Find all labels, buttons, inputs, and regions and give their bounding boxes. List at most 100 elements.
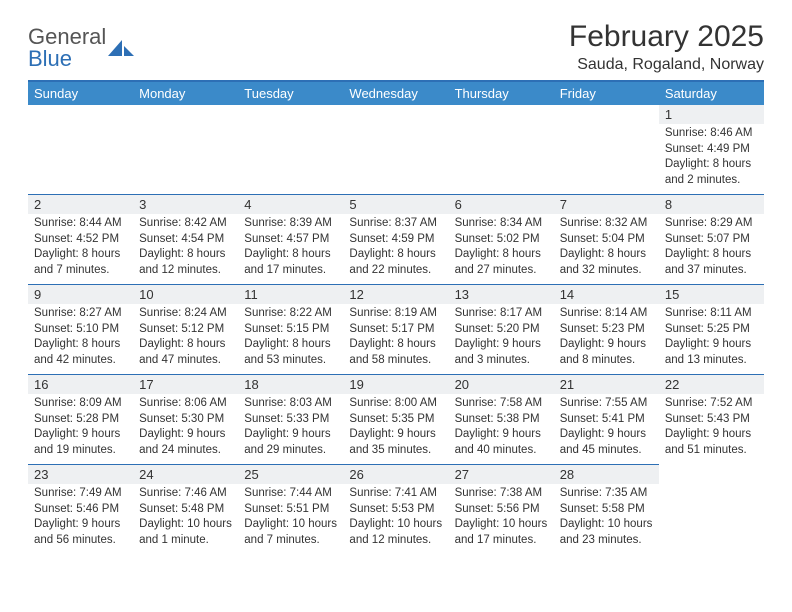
logo-sail-icon <box>108 38 134 58</box>
day-info: Sunrise: 8:11 AMSunset: 5:25 PMDaylight:… <box>665 306 758 368</box>
weekday-label: Wednesday <box>343 82 448 105</box>
day-info: Sunrise: 8:29 AMSunset: 5:07 PMDaylight:… <box>665 216 758 278</box>
day-cell: 28 Sunrise: 7:35 AMSunset: 5:58 PMDayligh… <box>554 464 659 554</box>
day-cell: 20 Sunrise: 7:58 AMSunset: 5:38 PMDayligh… <box>449 374 554 464</box>
day-cell: 9Sunrise: 8:27 AMSunset: 5:10 PMDaylight… <box>28 284 133 374</box>
day-info: Sunrise: 8:22 AMSunset: 5:15 PMDaylight:… <box>244 306 337 368</box>
weekday-label: Monday <box>133 82 238 105</box>
day-info: Sunrise: 8:00 AMSunset: 5:35 PMDaylight:… <box>349 396 442 458</box>
day-cell: 3 Sunrise: 8:42 AMSunset: 4:54 PMDaylight… <box>133 194 238 284</box>
day-cell: 7 Sunrise: 8:32 AMSunset: 5:04 PMDaylight… <box>554 194 659 284</box>
weekday-label: Saturday <box>659 82 764 105</box>
day-cell: 5Sunrise: 8:37 AMSunset: 4:59 PMDaylight… <box>343 194 448 284</box>
day-number: 6 <box>449 195 554 214</box>
day-info: Sunrise: 7:58 AMSunset: 5:38 PMDaylight:… <box>455 396 548 458</box>
day-info: Sunrise: 8:44 AMSunset: 4:52 PMDaylight:… <box>34 216 127 278</box>
day-info: Sunrise: 8:32 AMSunset: 5:04 PMDaylight:… <box>560 216 653 278</box>
logo-text: General Blue <box>28 26 106 70</box>
day-info: Sunrise: 8:27 AMSunset: 5:10 PMDaylight:… <box>34 306 127 368</box>
title-block: February 2025 Sauda, Rogaland, Norway <box>569 20 764 74</box>
weekday-label: Tuesday <box>238 82 343 105</box>
day-info: Sunrise: 8:19 AMSunset: 5:17 PMDaylight:… <box>349 306 442 368</box>
day-number: 24 <box>133 465 238 484</box>
day-info: Sunrise: 8:42 AMSunset: 4:54 PMDaylight:… <box>139 216 232 278</box>
day-number: 22 <box>659 375 764 394</box>
day-number: 15 <box>659 285 764 304</box>
logo-word2: Blue <box>28 46 72 71</box>
day-cell: 1Sunrise: 8:46 AMSunset: 4:49 PMDaylight… <box>659 105 764 194</box>
day-number: 1 <box>659 105 764 124</box>
day-cell: 19 Sunrise: 8:00 AMSunset: 5:35 PMDayligh… <box>343 374 448 464</box>
day-number: 10 <box>133 285 238 304</box>
day-cell: 23 Sunrise: 7:49 AMSunset: 5:46 PMDayligh… <box>28 464 133 554</box>
day-info: Sunrise: 7:44 AMSunset: 5:51 PMDaylight:… <box>244 486 337 548</box>
day-number: 2 <box>28 195 133 214</box>
day-cell: 6 Sunrise: 8:34 AMSunset: 5:02 PMDaylight… <box>449 194 554 284</box>
day-number: 28 <box>554 465 659 484</box>
day-cell: 15 Sunrise: 8:11 AMSunset: 5:25 PMDayligh… <box>659 284 764 374</box>
location: Sauda, Rogaland, Norway <box>569 56 764 74</box>
empty-cell <box>238 105 343 194</box>
day-cell: 11 Sunrise: 8:22 AMSunset: 5:15 PMDayligh… <box>238 284 343 374</box>
day-info: Sunrise: 7:41 AMSunset: 5:53 PMDaylight:… <box>349 486 442 548</box>
day-cell: 14 Sunrise: 8:14 AMSunset: 5:23 PMDayligh… <box>554 284 659 374</box>
day-number: 27 <box>449 465 554 484</box>
day-cell: 22 Sunrise: 7:52 AMSunset: 5:43 PMDayligh… <box>659 374 764 464</box>
day-number: 11 <box>238 285 343 304</box>
month-title: February 2025 <box>569 20 764 54</box>
day-number: 20 <box>449 375 554 394</box>
empty-cell <box>343 105 448 194</box>
empty-cell <box>28 105 133 194</box>
calendar-grid: 1Sunrise: 8:46 AMSunset: 4:49 PMDaylight… <box>28 105 764 554</box>
day-info: Sunrise: 7:35 AMSunset: 5:58 PMDaylight:… <box>560 486 653 548</box>
day-info: Sunrise: 7:52 AMSunset: 5:43 PMDaylight:… <box>665 396 758 458</box>
day-number: 25 <box>238 465 343 484</box>
day-cell: 27 Sunrise: 7:38 AMSunset: 5:56 PMDayligh… <box>449 464 554 554</box>
day-info: Sunrise: 8:37 AMSunset: 4:59 PMDaylight:… <box>349 216 442 278</box>
day-number: 14 <box>554 285 659 304</box>
day-cell: 25 Sunrise: 7:44 AMSunset: 5:51 PMDayligh… <box>238 464 343 554</box>
weekday-header: SundayMondayTuesdayWednesdayThursdayFrid… <box>28 82 764 105</box>
day-number: 18 <box>238 375 343 394</box>
day-cell: 2 Sunrise: 8:44 AMSunset: 4:52 PMDaylight… <box>28 194 133 284</box>
day-number: 17 <box>133 375 238 394</box>
day-cell: 4 Sunrise: 8:39 AMSunset: 4:57 PMDaylight… <box>238 194 343 284</box>
day-info: Sunrise: 8:39 AMSunset: 4:57 PMDaylight:… <box>244 216 337 278</box>
day-cell: 12 Sunrise: 8:19 AMSunset: 5:17 PMDayligh… <box>343 284 448 374</box>
day-cell: 18 Sunrise: 8:03 AMSunset: 5:33 PMDayligh… <box>238 374 343 464</box>
day-number: 26 <box>343 465 448 484</box>
day-info: Sunrise: 7:38 AMSunset: 5:56 PMDaylight:… <box>455 486 548 548</box>
day-info: Sunrise: 8:17 AMSunset: 5:20 PMDaylight:… <box>455 306 548 368</box>
day-number: 21 <box>554 375 659 394</box>
empty-cell <box>554 105 659 194</box>
day-info: Sunrise: 7:49 AMSunset: 5:46 PMDaylight:… <box>34 486 127 548</box>
day-cell: 24 Sunrise: 7:46 AMSunset: 5:48 PMDayligh… <box>133 464 238 554</box>
day-info: Sunrise: 8:14 AMSunset: 5:23 PMDaylight:… <box>560 306 653 368</box>
day-info: Sunrise: 7:55 AMSunset: 5:41 PMDaylight:… <box>560 396 653 458</box>
day-cell: 10 Sunrise: 8:24 AMSunset: 5:12 PMDayligh… <box>133 284 238 374</box>
day-info: Sunrise: 7:46 AMSunset: 5:48 PMDaylight:… <box>139 486 232 548</box>
day-number: 19 <box>343 375 448 394</box>
logo: General Blue <box>28 26 134 70</box>
day-cell: 26 Sunrise: 7:41 AMSunset: 5:53 PMDayligh… <box>343 464 448 554</box>
day-info: Sunrise: 8:09 AMSunset: 5:28 PMDaylight:… <box>34 396 127 458</box>
day-number: 8 <box>659 195 764 214</box>
empty-cell <box>133 105 238 194</box>
day-number: 4 <box>238 195 343 214</box>
day-cell: 8 Sunrise: 8:29 AMSunset: 5:07 PMDaylight… <box>659 194 764 284</box>
day-info: Sunrise: 8:06 AMSunset: 5:30 PMDaylight:… <box>139 396 232 458</box>
weekday-label: Thursday <box>449 82 554 105</box>
header: General Blue February 2025 Sauda, Rogala… <box>28 20 764 74</box>
day-number: 16 <box>28 375 133 394</box>
day-cell: 13Sunrise: 8:17 AMSunset: 5:20 PMDayligh… <box>449 284 554 374</box>
day-number: 7 <box>554 195 659 214</box>
day-info: Sunrise: 8:24 AMSunset: 5:12 PMDaylight:… <box>139 306 232 368</box>
day-cell: 21 Sunrise: 7:55 AMSunset: 5:41 PMDayligh… <box>554 374 659 464</box>
day-cell: 16 Sunrise: 8:09 AMSunset: 5:28 PMDayligh… <box>28 374 133 464</box>
day-info: Sunrise: 8:34 AMSunset: 5:02 PMDaylight:… <box>455 216 548 278</box>
day-number: 23 <box>28 465 133 484</box>
day-cell: 17 Sunrise: 8:06 AMSunset: 5:30 PMDayligh… <box>133 374 238 464</box>
day-number: 3 <box>133 195 238 214</box>
day-number: 12 <box>343 285 448 304</box>
day-info: Sunrise: 8:03 AMSunset: 5:33 PMDaylight:… <box>244 396 337 458</box>
